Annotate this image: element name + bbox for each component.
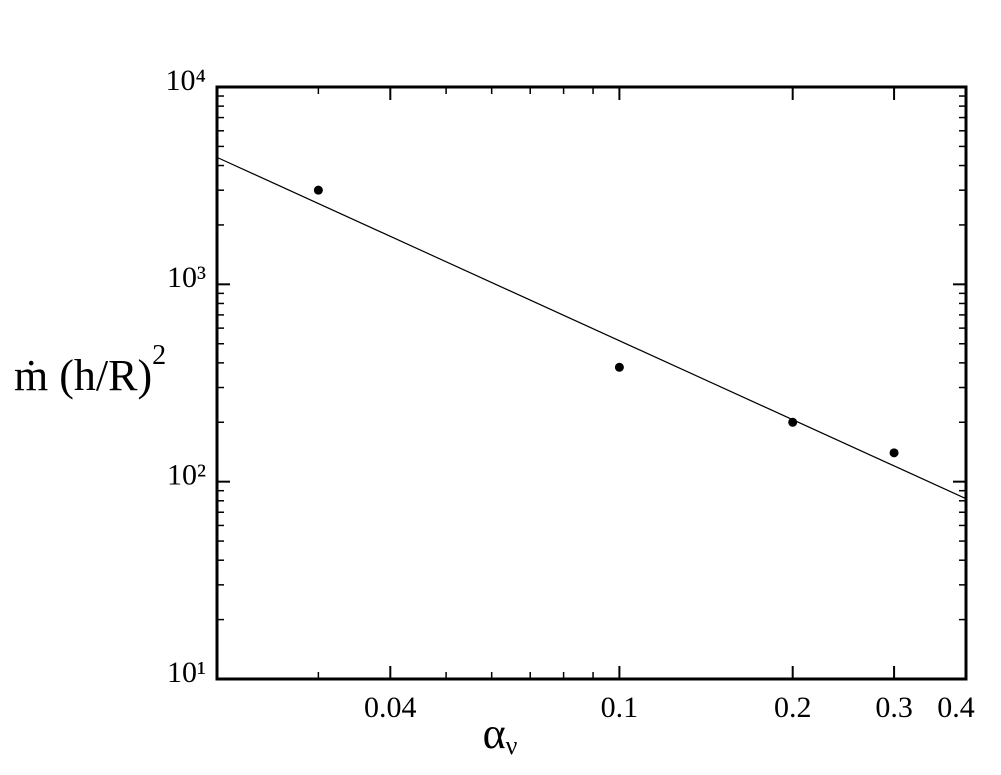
y-tick-label: 10² [167,459,206,492]
x-tick-label: 0.4 [937,691,975,724]
data-point [313,185,323,195]
x-tick-label: 0.2 [774,691,812,724]
fit-line [216,156,967,500]
y-tick-label: 10³ [167,261,206,294]
x-label-main: α [483,709,506,758]
x-label-subscript: ν [506,731,518,760]
x-axis-label: αν [483,709,518,760]
data-point [614,362,624,372]
y-tick-label: 10¹ [167,656,206,689]
x-tick-label: 0.04 [364,691,417,724]
x-tick-label: 0.1 [601,691,639,724]
plot-frame [215,85,968,681]
y-tick-label: 10⁴ [166,64,206,97]
y-axis-label: ṁ (h/R)2 [14,340,166,400]
y-label-main: ṁ (h/R) [14,351,152,400]
x-tick-label: 0.3 [875,691,913,724]
data-point [788,417,798,427]
y-label-superscript: 2 [152,340,166,371]
data-point [889,448,899,458]
